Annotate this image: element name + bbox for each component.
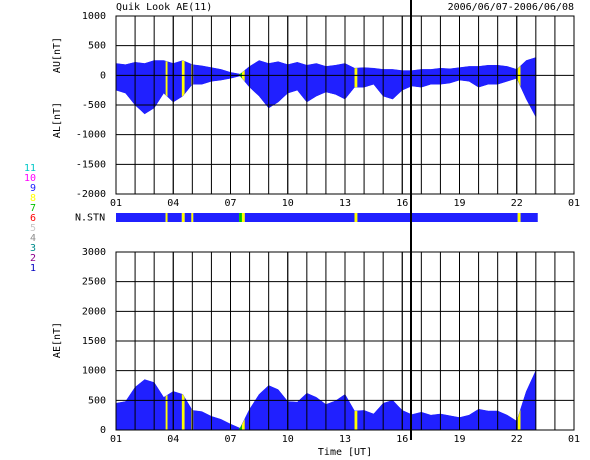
x-tick-label: 19 [453,434,465,445]
x-tick-label: 04 [167,198,179,209]
plot-frame [115,15,575,195]
x-tick-label: 10 [282,434,294,445]
station-segment [239,213,242,222]
x-tick-label: 22 [511,434,523,445]
x-tick-label: 07 [224,198,236,209]
x-tick-label: 01 [110,198,122,209]
x-tick-label: 10 [282,198,294,209]
x-tick-label: 01 [568,198,580,209]
station-segment [167,213,182,222]
y-tick-label: 3000 [82,247,106,258]
stn-legend-label: 11 [24,163,36,174]
station-segment [184,213,192,222]
station-segment [241,213,245,222]
station-segment [517,213,521,222]
y-tick-label: 0 [100,70,106,81]
station-segment [244,213,355,222]
y-tick-label: 500 [88,41,106,52]
y-axis-label: AL[nT] [52,102,63,138]
stn-legend-label: 2 [30,253,36,264]
stn-legend-label: 3 [30,243,36,254]
x-tick-label: 16 [396,434,408,445]
stn-legend-label: 10 [24,173,36,184]
y-tick-label: -500 [82,100,106,111]
y-tick-label: 0 [100,425,106,436]
station-segment [165,213,168,222]
y-tick-label: -2000 [76,189,106,200]
x-tick-label: 13 [339,434,351,445]
y-tick-label: -1000 [76,130,106,141]
x-tick-label: 07 [224,434,236,445]
date-range: 2006/06/07-2006/06/08 [448,2,574,13]
y-axis-label: AE[nT] [52,322,63,358]
station-band [354,57,358,117]
y-tick-label: 500 [88,395,106,406]
stn-legend-label: 5 [30,223,36,234]
title: Quik Look AE(11) [116,2,212,13]
station-band [165,57,168,117]
x-tick-label: 19 [453,198,465,209]
station-segment [193,213,240,222]
stn-legend-label: 6 [30,213,36,224]
y-tick-label: 1000 [82,366,106,377]
strip-label: N.STN [75,213,105,224]
x-tick-label: 16 [396,198,408,209]
y-tick-label: 2500 [82,277,106,288]
station-segment [116,213,166,222]
plot-frame [115,251,575,431]
station-segment [520,213,538,222]
station-segment [357,213,518,222]
station-segment [191,213,194,222]
stn-legend-label: 8 [30,193,36,204]
y-tick-label: -1500 [76,159,106,170]
y-axis-label: AU[nT] [52,37,63,73]
station-band [184,57,192,117]
stn-legend-label: 1 [30,263,36,274]
stn-legend-label: 4 [30,233,36,244]
x-tick-label: 01 [568,434,580,445]
x-tick-label: 13 [339,198,351,209]
x-axis-label: Time [UT] [318,447,372,458]
station-segment [354,213,358,222]
x-tick-label: 01 [110,434,122,445]
station-band [181,57,185,117]
station-segment [181,213,185,222]
x-tick-label: 04 [167,434,179,445]
x-tick-label: 22 [511,198,523,209]
stn-legend-label: 9 [30,183,36,194]
y-tick-label: 1000 [82,11,106,22]
y-tick-label: 1500 [82,336,106,347]
stn-legend-label: 7 [30,203,36,214]
y-tick-label: 2000 [82,306,106,317]
